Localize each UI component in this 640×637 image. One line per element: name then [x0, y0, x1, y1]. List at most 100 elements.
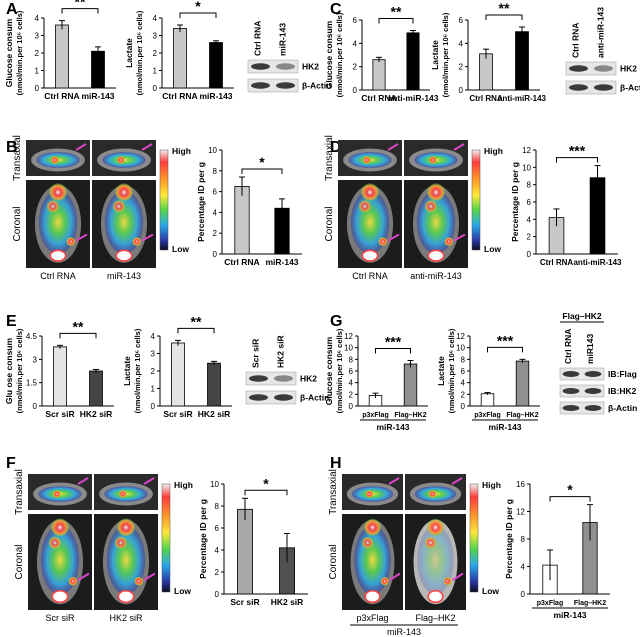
y-axis-label: Percentage ID per g: [198, 499, 208, 579]
panel-label-E: E: [6, 313, 17, 330]
lane-label: HK2 siR: [276, 335, 286, 368]
panel-c-western-blot: Ctrl RNA anti-miR-143 HK2 β-Actin: [565, 7, 640, 95]
y-axis-label: Lactate: [122, 356, 132, 386]
band-label: β-Actin: [302, 81, 331, 91]
y-tick-label: 0: [461, 402, 466, 411]
column-label: anti-miR-143: [410, 271, 462, 281]
category-label: p3xFlag: [474, 412, 500, 419]
coronal-brain: [427, 183, 445, 202]
panel-e-lactate-chart: 0 1 2 3 4 Scr siR HK2 siR ** Lactate (nmol/min.pe…: [122, 313, 232, 419]
category-label: Scr siR: [45, 409, 74, 419]
category-label: Ctrl RNA: [224, 257, 259, 267]
y-axis-label: Lactate: [124, 38, 134, 68]
blot-band: [276, 82, 295, 89]
bar: [234, 185, 250, 255]
significance-bracket: [375, 348, 411, 354]
significance-marker: *: [259, 154, 265, 170]
y-tick-label: 4: [349, 379, 354, 388]
y-axis-unit: (nmol/min.per 10⁶ cells): [441, 12, 450, 97]
y-tick-label: 4: [213, 208, 218, 217]
y-tick-label: 0: [527, 250, 532, 259]
bar: [91, 50, 105, 89]
category-label: Ctrl RNA: [540, 258, 574, 267]
coronal-tumor: [380, 576, 389, 586]
tumor-arrow: [77, 477, 89, 485]
y-tick-label: 8: [521, 535, 526, 544]
category-label: Ctrl RNA: [469, 94, 503, 103]
row-label-coronal: Coronal: [324, 206, 335, 241]
blot-band: [569, 84, 588, 91]
category-label: Scr siR: [230, 597, 259, 607]
significance-bracket: [61, 8, 99, 14]
panel-a-lactate-chart: 0 1 2 3 4 Ctrl RNA miR-143 * Lactate (nmol/min.pe…: [124, 0, 234, 101]
color-scale-bar: [161, 483, 171, 593]
significance-marker: **: [73, 318, 84, 334]
bar: [515, 360, 530, 407]
y-tick-label: 2: [459, 63, 464, 72]
y-tick-label: 2: [527, 233, 532, 242]
scale-low-label: Low: [484, 244, 501, 254]
lane-label: anti-miR-143: [596, 7, 606, 58]
tumor-arrow: [75, 143, 87, 151]
significance-bracket: [177, 327, 215, 334]
panel-a-glucose-chart: 0 1 2 3 4 Ctrl RNA miR-143 ** Glucose consum (nmo…: [4, 0, 116, 101]
panel-h-pet-scan: Transaxial Coronal p3xFlag Flag–HK2 miR-143 H…: [328, 469, 501, 637]
significance-marker: *: [195, 0, 201, 14]
transaxial-hotspot: [428, 490, 437, 498]
coronal-brain: [115, 183, 133, 202]
y-tick-label: 3: [35, 32, 40, 41]
blot-band: [276, 63, 295, 70]
column-label: Scr siR: [46, 613, 76, 623]
lane-label: miR-143: [278, 23, 288, 56]
band-label: β-Actin: [620, 83, 640, 93]
y-tick-label: 4: [461, 379, 466, 388]
coronal-brain: [361, 183, 379, 202]
blot-band: [584, 405, 602, 411]
y-tick-label: 2: [35, 49, 40, 58]
transaxial-hotspot: [52, 490, 61, 498]
coronal-tumor: [134, 576, 144, 586]
blot-band: [584, 388, 602, 394]
y-tick-label: 4: [521, 563, 526, 572]
tumor-arrow: [453, 233, 466, 242]
bar: [209, 42, 223, 89]
coronal-heart: [114, 536, 128, 550]
row-label-transaxial: Transaxial: [12, 135, 23, 181]
y-axis-unit: (nmol/min.per 10⁶ cells): [133, 328, 142, 413]
y-axis-unit: (nmol/min.per 10⁶ cells): [135, 10, 144, 95]
band-label: β-Actin: [300, 393, 329, 403]
coronal-tumor: [66, 237, 76, 247]
bar: [480, 393, 495, 407]
y-tick-label: 4: [151, 332, 156, 341]
category-label: HK2 siR: [80, 409, 113, 419]
y-tick-label: 8: [213, 167, 218, 176]
y-tick-label: 4: [35, 14, 40, 23]
y-tick-label: 6: [527, 198, 532, 207]
y-tick-label: 4: [527, 215, 532, 224]
y-tick-label: 6: [459, 16, 464, 25]
panel-d-uptake-chart: 0 2 4 6 8 10 12 Ctrl RNA anti-miR-143 *** Percenta…: [510, 143, 622, 267]
panel-f-pet-scan: Transaxial Coronal Scr siR HK2 siR High Low: [14, 469, 193, 623]
significance-marker: **: [191, 313, 202, 329]
blot-band: [562, 371, 580, 377]
coronal-bladder: [364, 590, 381, 604]
column-label: Ctrl RNA: [40, 271, 76, 281]
y-tick-label: 4: [153, 14, 158, 23]
y-tick-label: 6: [215, 524, 220, 533]
y-tick-label: 0: [521, 590, 526, 599]
category-label: anti-miR-143: [387, 93, 438, 103]
bar: [89, 370, 103, 407]
band-label: HK2: [300, 374, 317, 384]
y-tick-label: 2: [151, 367, 156, 376]
tumor-arrow: [143, 572, 156, 582]
category-label: Ctrl RNA: [44, 91, 79, 101]
y-tick-label: 8: [349, 355, 354, 364]
band-label: IB:HK2: [608, 386, 637, 396]
coronal-heart: [48, 536, 62, 550]
y-tick-label: 0: [35, 84, 40, 93]
band-label: β-Actin: [608, 403, 637, 413]
category-label: Flag–HK2: [574, 600, 606, 607]
blot-band: [251, 82, 270, 89]
transaxial-hotspot: [428, 156, 437, 164]
y-axis-unit: (nmol/min.per 10⁶ cells): [447, 328, 456, 413]
